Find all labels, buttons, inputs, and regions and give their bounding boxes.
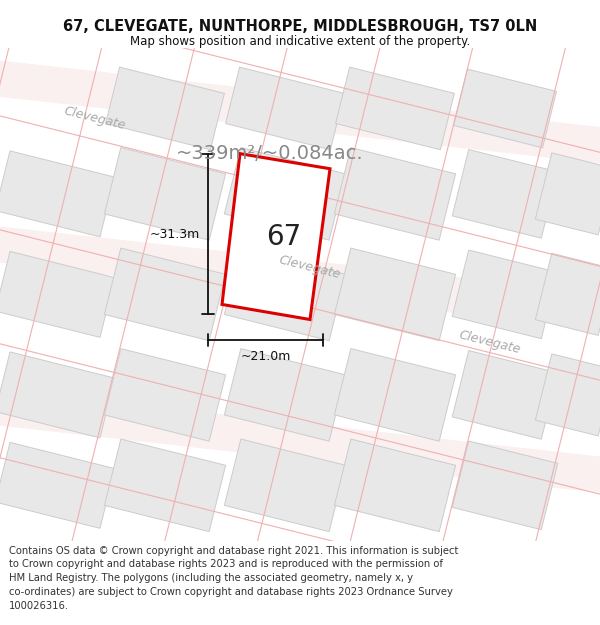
Text: Clevegate: Clevegate — [63, 104, 127, 132]
Text: Contains OS data © Crown copyright and database right 2021. This information is : Contains OS data © Crown copyright and d… — [9, 546, 458, 556]
Polygon shape — [224, 248, 346, 341]
Text: to Crown copyright and database rights 2023 and is reproduced with the permissio: to Crown copyright and database rights 2… — [9, 559, 443, 569]
Text: Map shows position and indicative extent of the property.: Map shows position and indicative extent… — [130, 35, 470, 48]
Polygon shape — [224, 148, 346, 240]
Polygon shape — [0, 251, 115, 338]
Text: 100026316.: 100026316. — [9, 601, 69, 611]
Text: ~31.3m: ~31.3m — [150, 228, 200, 241]
Polygon shape — [224, 439, 346, 532]
Text: HM Land Registry. The polygons (including the associated geometry, namely x, y: HM Land Registry. The polygons (includin… — [9, 573, 413, 583]
Text: Clevegate: Clevegate — [458, 329, 522, 357]
Text: co-ordinates) are subject to Crown copyright and database rights 2023 Ordnance S: co-ordinates) are subject to Crown copyr… — [9, 587, 453, 597]
Polygon shape — [535, 354, 600, 436]
Polygon shape — [452, 250, 558, 339]
Polygon shape — [452, 351, 558, 439]
Polygon shape — [0, 55, 600, 169]
Polygon shape — [106, 67, 224, 150]
Polygon shape — [222, 154, 330, 319]
Polygon shape — [104, 439, 226, 532]
Polygon shape — [104, 349, 226, 441]
Polygon shape — [0, 352, 115, 438]
Text: ~339m²/~0.084ac.: ~339m²/~0.084ac. — [176, 144, 364, 163]
Text: 67, CLEVEGATE, NUNTHORPE, MIDDLESBROUGH, TS7 0LN: 67, CLEVEGATE, NUNTHORPE, MIDDLESBROUGH,… — [63, 19, 537, 34]
Polygon shape — [0, 221, 600, 334]
Text: ~21.0m: ~21.0m — [241, 349, 290, 362]
Polygon shape — [454, 69, 557, 148]
Text: Clevegate: Clevegate — [278, 253, 342, 281]
Polygon shape — [334, 248, 455, 341]
Polygon shape — [452, 149, 558, 238]
Polygon shape — [535, 153, 600, 235]
Polygon shape — [0, 384, 600, 498]
Polygon shape — [334, 439, 455, 532]
Polygon shape — [535, 253, 600, 336]
Polygon shape — [334, 349, 455, 441]
Polygon shape — [334, 148, 455, 240]
Polygon shape — [226, 67, 344, 150]
Polygon shape — [0, 151, 115, 237]
Polygon shape — [104, 148, 226, 240]
Polygon shape — [224, 349, 346, 441]
Polygon shape — [335, 67, 454, 150]
Text: 67: 67 — [266, 222, 301, 251]
Polygon shape — [0, 442, 115, 528]
Polygon shape — [452, 441, 558, 529]
Polygon shape — [104, 248, 226, 341]
